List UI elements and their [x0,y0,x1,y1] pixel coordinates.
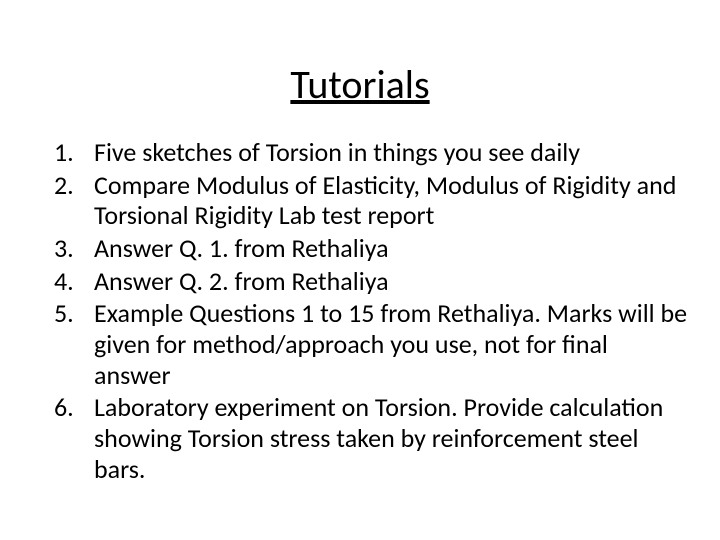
list-item: 5. Example Questions 1 to 15 from Rethal… [54,298,690,390]
list-text: Answer Q. 2. from Rethaliya [94,266,690,297]
list-number: 1. [54,137,94,168]
page-title: Tutorials [30,60,690,109]
list-number: 2. [54,170,94,231]
list-text: Answer Q. 1. from Rethaliya [94,233,690,264]
list-number: 5. [54,298,94,390]
list-text: Laboratory experiment on Torsion. Provid… [94,392,690,484]
list-number: 3. [54,233,94,264]
list-item: 2. Compare Modulus of Elasticity, Modulu… [54,170,690,231]
list-number: 6. [54,392,94,484]
list-text: Example Questions 1 to 15 from Rethaliya… [94,298,690,390]
list-item: 4. Answer Q. 2. from Rethaliya [54,266,690,297]
list-item: 6. Laboratory experiment on Torsion. Pro… [54,392,690,484]
list-item: 1. Five sketches of Torsion in things yo… [54,137,690,168]
list-item: 3. Answer Q. 1. from Rethaliya [54,233,690,264]
list-text: Five sketches of Torsion in things you s… [94,137,690,168]
list-text: Compare Modulus of Elasticity, Modulus o… [94,170,690,231]
tutorial-list: 1. Five sketches of Torsion in things yo… [30,137,690,484]
list-number: 4. [54,266,94,297]
